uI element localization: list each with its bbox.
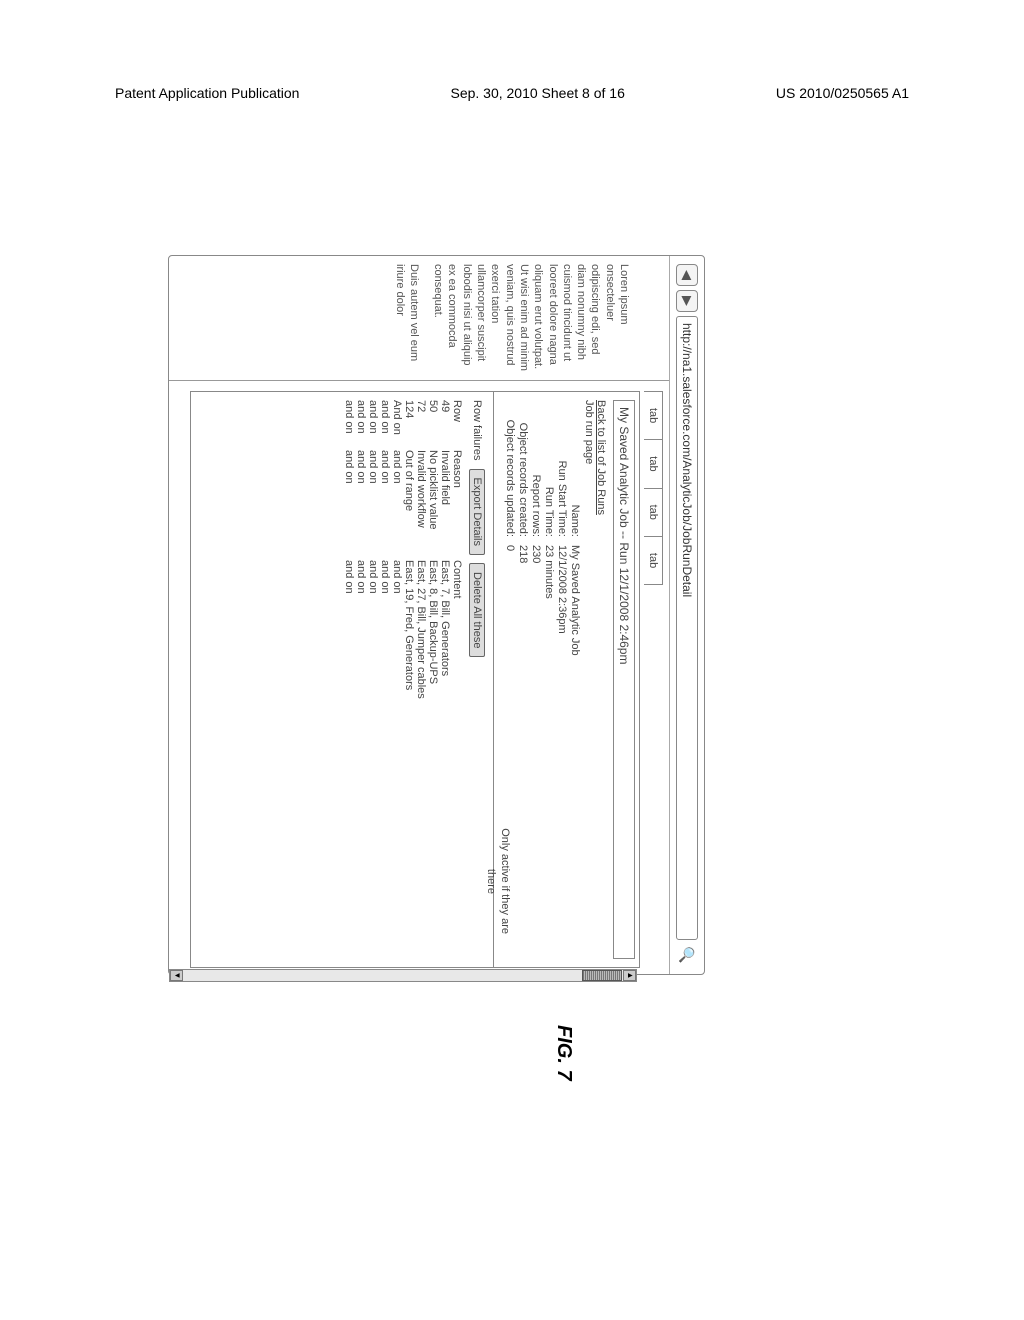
- scroll-thumb[interactable]: [582, 970, 622, 981]
- kv-key: Object records created:: [517, 400, 529, 545]
- scroll-up-icon[interactable]: ▲: [623, 970, 636, 981]
- forward-button[interactable]: ▶: [676, 290, 698, 312]
- cell: No picklist value: [427, 450, 439, 560]
- kv-val: 23 minutes: [543, 545, 555, 959]
- back-to-list-link[interactable]: Back to list of Job Runs: [595, 400, 607, 959]
- cell: 50: [427, 400, 439, 450]
- cell: and on: [343, 400, 355, 450]
- delete-all-button[interactable]: Delete All these: [469, 563, 485, 657]
- sidebar-text-2: Duis autem vel eum iriure dolor: [392, 264, 421, 372]
- tab-3[interactable]: tab: [644, 488, 663, 537]
- cell: Invalid field: [439, 450, 451, 560]
- scroll-down-icon[interactable]: ▼: [170, 970, 183, 981]
- table-row: and on and on and on: [379, 400, 391, 959]
- content-panel: My Saved Analytic Job -- Run 12/1/2008 2…: [190, 391, 640, 968]
- main-content: tab tab tab tab My Saved Analytic Job --…: [169, 381, 669, 974]
- cell: Invalid workflow: [415, 450, 427, 560]
- tab-2[interactable]: tab: [644, 439, 663, 488]
- section-label: Job run page: [583, 400, 595, 959]
- table-row: and on and on and on: [355, 400, 367, 959]
- failures-table: Row Reason Content 49 Invalid field East…: [343, 400, 463, 959]
- header-center: Sep. 30, 2010 Sheet 8 of 16: [450, 85, 624, 101]
- url-text: http://na1.salesforce.com/AnalyticJob/Jo…: [680, 323, 694, 597]
- kv-val: 230: [530, 545, 542, 959]
- row-failures-label: Row failures: [471, 400, 483, 461]
- cell: and on: [379, 560, 391, 760]
- kv-key: Object records updated:: [504, 400, 516, 545]
- vertical-scrollbar[interactable]: ▲ ▼: [169, 969, 637, 982]
- cell: 72: [415, 400, 427, 450]
- col-content: Content: [451, 560, 463, 760]
- kv-key: Run Start Time:: [556, 400, 568, 545]
- cell: and on: [379, 400, 391, 450]
- cell: and on: [391, 560, 403, 760]
- details-grid: Name: My Saved Analytic Job Run Start Ti…: [504, 400, 581, 959]
- col-row: Row: [451, 400, 463, 450]
- cell: and on: [367, 400, 379, 450]
- table-row: 124 Out of range East, 19, Fred, Generat…: [403, 400, 415, 959]
- figure-label: FIG. 7: [552, 1025, 575, 1081]
- search-icon[interactable]: 🔍: [676, 944, 698, 966]
- side-note-1: Only active if they are: [499, 828, 511, 934]
- cell: and on: [355, 400, 367, 450]
- address-bar-row: ◀ ▶ http://na1.salesforce.com/AnalyticJo…: [669, 256, 704, 974]
- back-button[interactable]: ◀: [676, 264, 698, 286]
- cell: And on: [391, 400, 403, 450]
- kv-val: My Saved Analytic Job: [569, 545, 581, 959]
- header-right: US 2010/0250565 A1: [776, 85, 909, 101]
- cell: East, 8, Bill, Backup-UPS: [427, 560, 439, 760]
- cell: 49: [439, 400, 451, 450]
- cell: and on: [391, 450, 403, 560]
- kv-val: 218: [517, 545, 529, 959]
- kv-key: Report rows:: [530, 400, 542, 545]
- table-header-row: Row Reason Content: [451, 400, 463, 959]
- sidebar: Loren ipsum onsecteluer odipiscing edi, …: [169, 256, 669, 381]
- cell: and on: [367, 450, 379, 560]
- side-note-2: there: [485, 869, 497, 894]
- tab-1[interactable]: tab: [644, 391, 663, 440]
- cell: and on: [355, 560, 367, 760]
- cell: East, 7, Bill, Generators: [439, 560, 451, 760]
- cell: 124: [403, 400, 415, 450]
- page-title: My Saved Analytic Job -- Run 12/1/2008 2…: [617, 407, 631, 664]
- tab-4[interactable]: tab: [644, 536, 663, 585]
- cell: and on: [343, 450, 355, 560]
- kv-val: 12/1/2008 2:36pm: [556, 545, 568, 959]
- table-row: And on and on and on: [391, 400, 403, 959]
- kv-key: Name:: [569, 400, 581, 545]
- cell: and on: [355, 450, 367, 560]
- page-title-box: My Saved Analytic Job -- Run 12/1/2008 2…: [613, 400, 635, 959]
- cell: and on: [379, 450, 391, 560]
- url-input[interactable]: http://na1.salesforce.com/AnalyticJob/Jo…: [676, 316, 698, 940]
- table-row: 49 Invalid field East, 7, Bill, Generato…: [439, 400, 451, 959]
- cell: and on: [343, 560, 355, 760]
- browser-window: ◀ ▶ http://na1.salesforce.com/AnalyticJo…: [168, 255, 705, 975]
- cell: Out of range: [403, 450, 415, 560]
- cell: East, 19, Fred, Generators: [403, 560, 415, 760]
- table-row: and on and on and on: [367, 400, 379, 959]
- header-left: Patent Application Publication: [115, 85, 299, 101]
- kv-key: Run Time:: [543, 400, 555, 545]
- tab-strip: tab tab tab tab: [644, 391, 663, 968]
- table-row: 72 Invalid workflow East, 27, Bill, Jump…: [415, 400, 427, 959]
- cell: East, 27, Bill, Jumper cables: [415, 560, 427, 760]
- table-row: 50 No picklist value East, 8, Bill, Back…: [427, 400, 439, 959]
- table-row: and on and on and on: [343, 400, 355, 959]
- col-reason: Reason: [451, 450, 463, 560]
- sidebar-text-1: Loren ipsum onsecteluer odipiscing edi, …: [431, 264, 631, 372]
- export-details-button[interactable]: Export Details: [469, 469, 485, 555]
- cell: and on: [367, 560, 379, 760]
